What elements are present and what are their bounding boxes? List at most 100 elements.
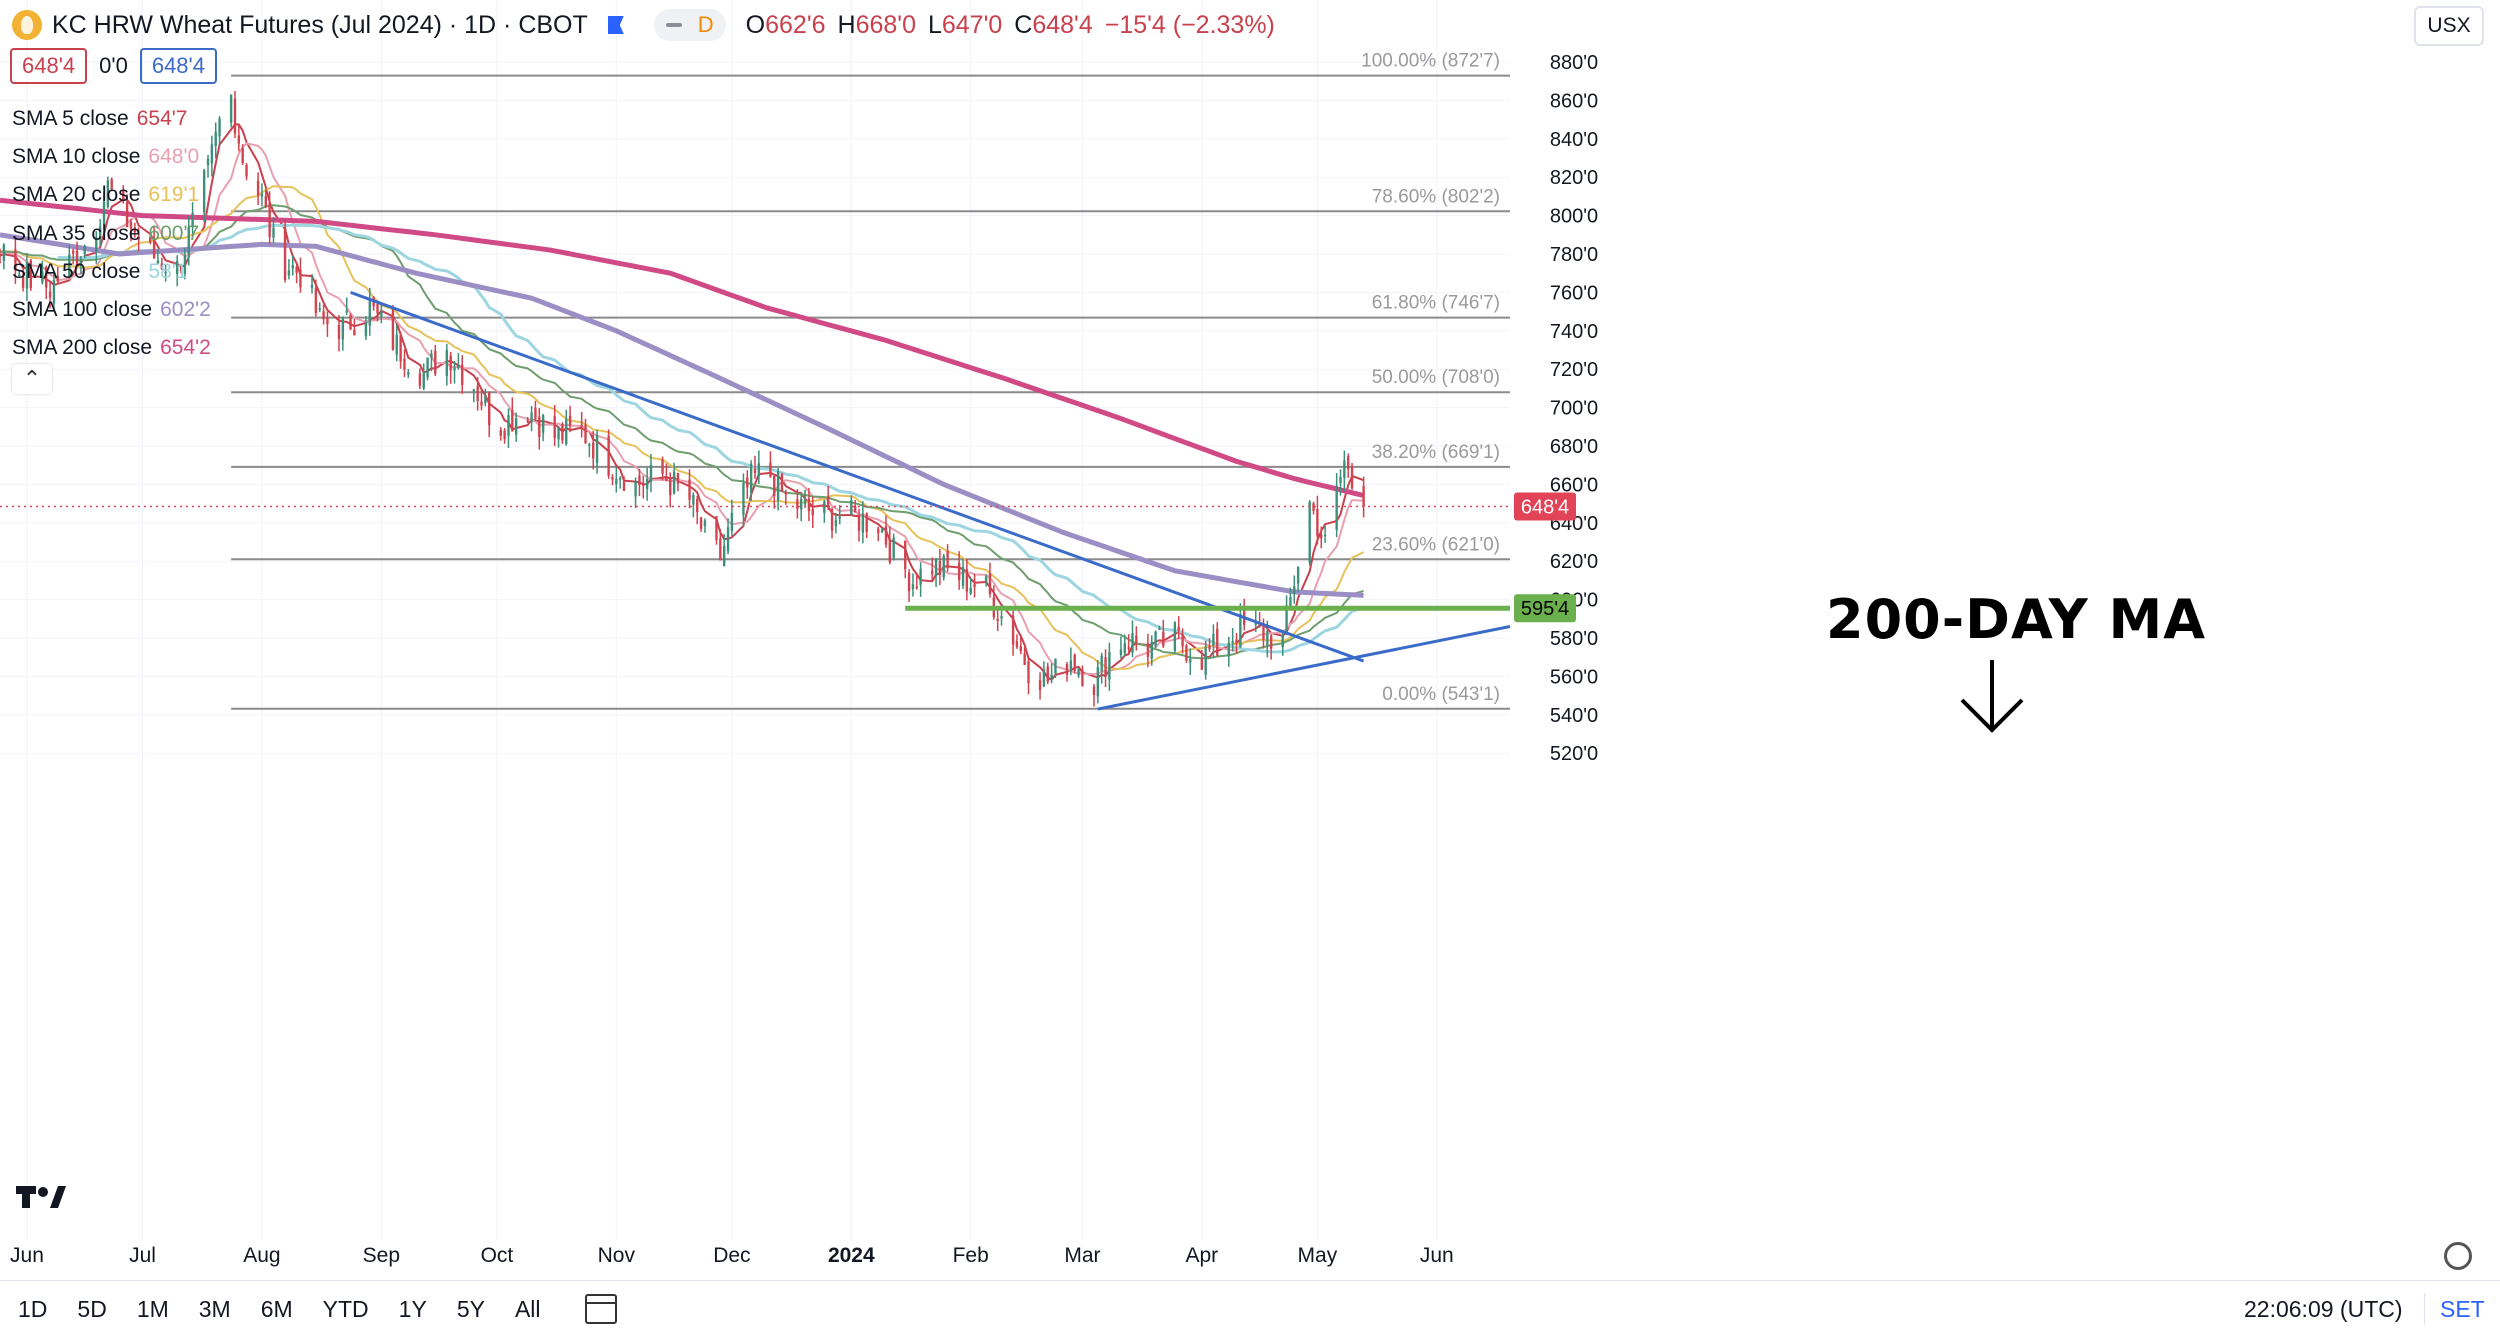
candle-body xyxy=(310,285,314,288)
candle-body xyxy=(915,586,918,589)
candle-body xyxy=(776,471,780,501)
candle-body xyxy=(965,569,969,592)
candle-body xyxy=(137,236,140,240)
flag-icon[interactable] xyxy=(607,16,624,34)
range-3m[interactable]: 3M xyxy=(198,1295,231,1322)
candle-body xyxy=(1065,663,1069,675)
range-1y[interactable]: 1Y xyxy=(398,1295,427,1322)
range-ytd[interactable]: YTD xyxy=(322,1295,369,1322)
chart-grid xyxy=(0,0,1510,1240)
candle-body xyxy=(160,263,163,269)
chart-header: KC HRW Wheat Futures (Jul 2024) · 1D · C… xyxy=(0,0,1275,50)
candle-body xyxy=(919,568,922,585)
candle-body xyxy=(1042,669,1046,687)
symbol-title[interactable]: KC HRW Wheat Futures (Jul 2024) · 1D · C… xyxy=(52,10,588,39)
candle-body xyxy=(245,164,248,177)
range-1m[interactable]: 1M xyxy=(136,1295,169,1322)
price-axis[interactable]: 880'0 860'0 840'0 820'0 800'0 780'0 760'0 740'0… xyxy=(1550,52,1598,765)
candle-body xyxy=(661,459,664,474)
candle-body xyxy=(457,365,460,369)
price-chart[interactable]: 100.00% (872'7) 78.60% (802'2) 61.80% (746… xyxy=(0,0,2500,1280)
candle-body xyxy=(1135,635,1138,644)
candle-body xyxy=(911,584,915,590)
x-tick-label: Apr xyxy=(1185,1244,1218,1267)
last-price-label-bg xyxy=(1514,492,1576,521)
candle-body xyxy=(1011,615,1015,645)
candle-body xyxy=(749,463,753,494)
y-tick-label: 740'0 xyxy=(1550,321,1598,343)
candle-body xyxy=(434,350,437,374)
legend-sma-100[interactable]: SMA 100 close 602'2 xyxy=(12,298,211,322)
time-axis[interactable]: Jun Jul Aug Sep Oct Nov Dec 2024 Feb Mar Apr May Jun xyxy=(10,1244,1454,1267)
candle-body xyxy=(715,516,718,541)
x-tick-label: May xyxy=(1298,1244,1338,1267)
candlesticks xyxy=(0,90,1365,707)
candle-body xyxy=(364,322,368,337)
ask-price[interactable]: 648'4 xyxy=(139,48,217,84)
candle-body xyxy=(907,572,911,592)
y-tick-label: 720'0 xyxy=(1550,359,1598,381)
divider xyxy=(2424,1293,2425,1325)
candle-body xyxy=(133,227,137,233)
range-6m[interactable]: 6M xyxy=(260,1295,293,1322)
candle-body xyxy=(796,499,799,510)
y-tick-label: 560'0 xyxy=(1550,666,1598,688)
indicator-pill[interactable]: D xyxy=(653,9,726,41)
bid-price[interactable]: 648'4 xyxy=(10,48,88,84)
candle-body xyxy=(175,260,179,274)
candle-body xyxy=(688,479,691,500)
candle-body xyxy=(904,540,907,570)
candle-body xyxy=(233,98,237,134)
candle-body xyxy=(769,462,772,478)
candle-body xyxy=(588,444,591,446)
fib-label: 23.60% (621'0) xyxy=(1372,534,1500,555)
candle-body xyxy=(353,329,356,336)
candle-body xyxy=(676,472,680,484)
candle-body xyxy=(1158,628,1161,630)
range-5d[interactable]: 5D xyxy=(77,1295,107,1322)
clock-time[interactable]: 22:06:09 (UTC) xyxy=(2244,1295,2403,1322)
range-all[interactable]: All xyxy=(514,1295,541,1322)
candle-body xyxy=(1316,509,1319,536)
candle-body xyxy=(773,475,776,497)
collapse-legend-button[interactable]: ⌃ xyxy=(12,364,52,394)
legend-sma-10[interactable]: SMA 10 close 648'0 xyxy=(12,145,200,169)
currency-selector[interactable]: USX xyxy=(2414,6,2484,46)
candle-body xyxy=(1296,566,1300,584)
candle-body xyxy=(183,255,187,274)
candle-body xyxy=(1320,534,1323,539)
calendar-icon[interactable] xyxy=(584,1294,617,1324)
fib-label: 38.20% (669'1) xyxy=(1372,442,1500,463)
legend-sma-20[interactable]: SMA 20 close 619'1 xyxy=(12,183,200,207)
candle-body xyxy=(110,179,113,189)
range-5y[interactable]: 5Y xyxy=(456,1295,485,1322)
candle-body xyxy=(1343,460,1346,478)
candle-body xyxy=(565,419,568,445)
candle-body xyxy=(71,250,75,254)
candle-body xyxy=(287,270,291,276)
settings-link[interactable]: SET xyxy=(2440,1295,2485,1322)
candle-body xyxy=(1023,653,1026,665)
candle-body xyxy=(41,271,44,283)
candle-body xyxy=(260,193,264,197)
candle-body xyxy=(1335,485,1338,530)
candle-body xyxy=(152,239,156,258)
legend-sma-35[interactable]: SMA 35 close 600'7 xyxy=(12,221,200,245)
gear-icon[interactable] xyxy=(2444,1242,2472,1270)
range-1d[interactable]: 1D xyxy=(18,1295,48,1322)
candle-body xyxy=(1177,626,1180,631)
candle-body xyxy=(973,583,976,588)
candle-body xyxy=(1131,633,1134,653)
candle-body xyxy=(314,287,318,314)
candle-body xyxy=(1185,645,1188,661)
legend-sma-5[interactable]: SMA 5 close 654'7 xyxy=(12,107,188,130)
legend-sma-50[interactable]: SMA 50 close 58'1 xyxy=(12,259,188,283)
candle-body xyxy=(638,475,641,486)
candle-body xyxy=(534,407,537,419)
candle-body xyxy=(283,227,287,280)
legend-sma-200[interactable]: SMA 200 close 654'2 xyxy=(12,336,211,360)
candle-body xyxy=(214,131,217,146)
ohlc-change: −15'4 (−2.33%) xyxy=(1104,10,1275,39)
candle-body xyxy=(503,430,506,440)
candle-body xyxy=(403,358,406,370)
